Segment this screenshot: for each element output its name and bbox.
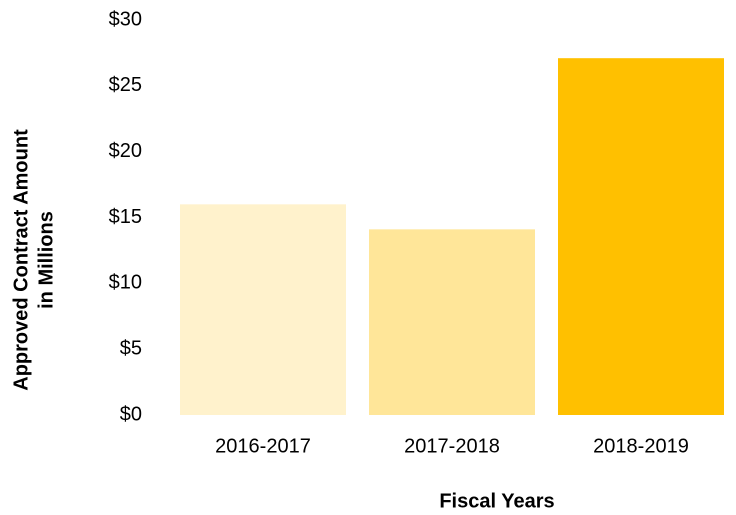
x-tick-label: 2018-2019 (593, 435, 689, 457)
y-tick-label: $10 (109, 272, 142, 294)
y-tick-label: $5 (120, 337, 142, 359)
bar (558, 58, 724, 415)
x-tick-label: 2017-2018 (404, 435, 500, 457)
y-axis-title: in Millions (35, 211, 57, 309)
y-tick-label: $20 (109, 140, 142, 162)
bar (180, 204, 346, 415)
y-axis-title: Approved Contract Amount (10, 129, 32, 391)
y-tick-label: $15 (109, 206, 142, 228)
bar (369, 229, 535, 415)
y-tick-label: $30 (109, 8, 142, 30)
y-tick-label: $25 (109, 74, 142, 96)
x-tick-label: 2016-2017 (215, 435, 311, 457)
y-tick-label: $0 (120, 403, 142, 425)
x-axis-title: Fiscal Years (439, 490, 554, 512)
